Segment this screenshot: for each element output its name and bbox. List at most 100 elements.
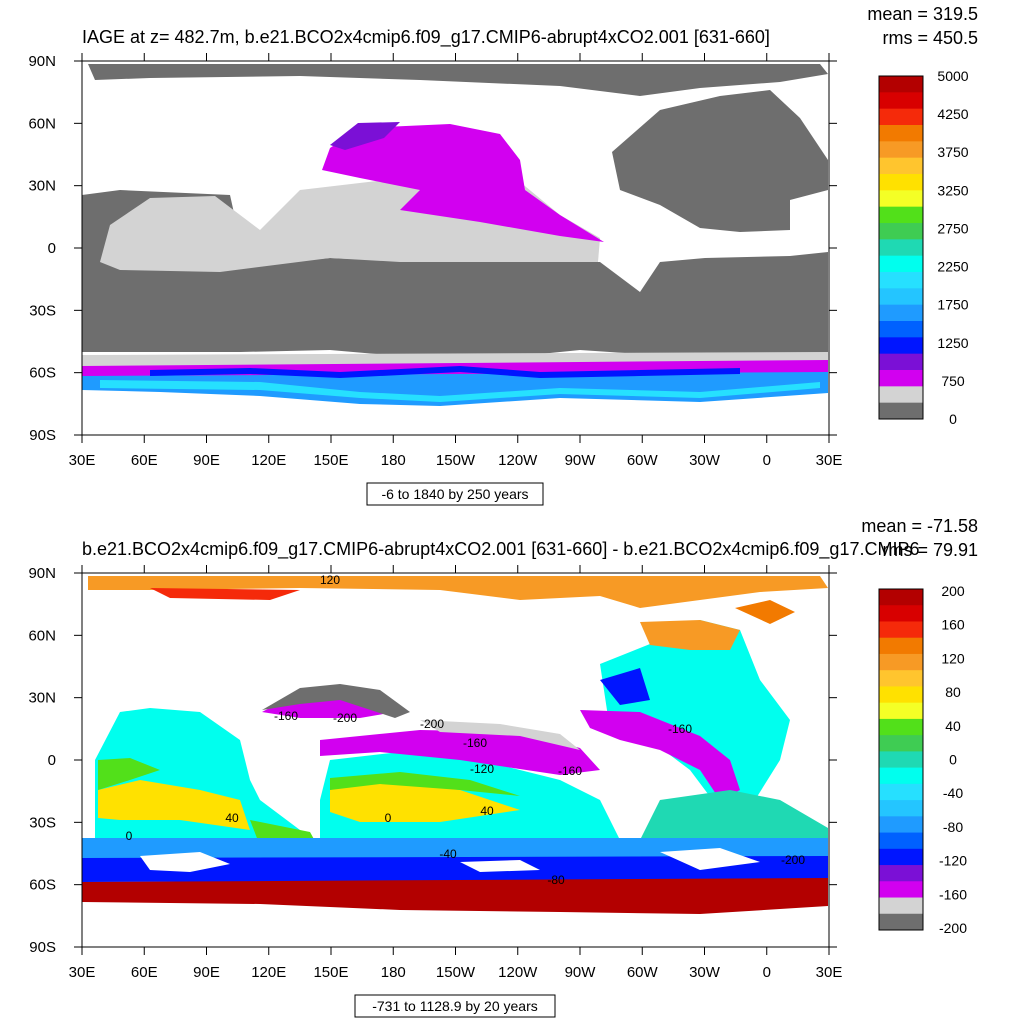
contour-label: -160 (274, 709, 298, 723)
contour-label: -40 (439, 847, 457, 861)
bottom-region-sp-green (330, 772, 520, 796)
x-tick-label: 120W (498, 964, 538, 981)
bottom-region-north-atlantic (600, 620, 790, 810)
colorbar-swatch (879, 337, 923, 355)
bottom-contour-labels: 120 -200 -160 -160 -160 -120 -160 -200 40 0 0 40 -40… (126, 573, 806, 887)
colorbar-label: 0 (949, 752, 957, 768)
x-tick-label: 150W (436, 964, 476, 981)
contour-label: 40 (225, 811, 239, 825)
colorbar-swatch (879, 800, 923, 817)
x-tick-label: 60W (627, 964, 659, 981)
bottom-region-indian (95, 708, 320, 858)
colorbar-swatch (879, 239, 923, 257)
y-tick-label: 60N (28, 627, 56, 644)
y-tick-label: 90N (28, 565, 56, 582)
x-tick-label: 90W (565, 964, 597, 981)
colorbar-swatch (879, 816, 923, 834)
top-colorbar: 5000 4250 3750 3250 2750 2250 1750 1250 750 0 (878, 68, 969, 427)
colorbar-swatch (879, 848, 923, 866)
x-tick-label: 30E (69, 452, 96, 469)
bottom-region-so-white (140, 848, 760, 872)
y-tick-label: 30S (29, 814, 56, 831)
bottom-axis-ticks: 30E 60E 90E 120E 150E 180 150W 120W 90W 60W 30W 0 30… (28, 565, 842, 981)
contour-label: -160 (668, 722, 692, 736)
x-tick-label: 0 (763, 964, 771, 981)
colorbar-label: 3250 (937, 182, 968, 198)
colorbar-swatch (879, 141, 923, 159)
top-region-arctic (88, 64, 828, 96)
top-panel: IAGE at z= 482.7m, b.e21.BCO2x4cmip6.f09… (28, 4, 978, 506)
colorbar-swatch (879, 402, 923, 420)
bottom-contour-info: -731 to 1128.9 by 20 years (372, 998, 538, 1014)
colorbar-swatch (879, 288, 923, 306)
colorbar-label: 160 (941, 617, 965, 633)
colorbar-swatch (879, 174, 923, 191)
x-tick-label: 60E (131, 964, 158, 981)
colorbar-label: 2750 (937, 220, 968, 236)
colorbar-label: -160 (939, 886, 967, 902)
y-tick-label: 60N (28, 115, 56, 132)
colorbar-swatch (879, 783, 923, 801)
y-tick-label: 60S (29, 365, 56, 382)
colorbar-label: 2250 (937, 259, 968, 275)
y-tick-label: 60S (29, 877, 56, 894)
colorbar-swatch (879, 223, 923, 240)
colorbar-swatch (879, 125, 923, 142)
top-info-box (366, 482, 544, 506)
x-tick-label: 120E (251, 964, 286, 981)
x-tick-label: 60W (627, 452, 659, 469)
colorbar-swatch (879, 702, 923, 720)
top-contour-info: -6 to 1840 by 250 years (381, 486, 528, 502)
x-tick-label: 90E (193, 452, 220, 469)
contour-label: 0 (385, 811, 392, 825)
colorbar-frame (878, 588, 924, 931)
contour-label: -200 (333, 711, 357, 725)
colorbar-swatch (879, 76, 923, 93)
colorbar-swatch (879, 321, 923, 338)
y-tick-label: 30N (28, 690, 56, 707)
contour-label: -80 (547, 873, 565, 887)
top-region-south (82, 190, 828, 358)
contour-label: -160 (463, 736, 487, 750)
colorbar-swatch (879, 108, 923, 126)
y-tick-label: 90S (29, 427, 56, 444)
x-tick-label: 120E (251, 452, 286, 469)
x-tick-label: 60E (131, 452, 158, 469)
x-tick-label: 150W (436, 452, 476, 469)
colorbar-label: -40 (943, 785, 963, 801)
bottom-region-sp-yellow (330, 780, 520, 822)
bottom-region-nwa-blue (600, 668, 650, 705)
colorbar-label: 1250 (937, 335, 968, 351)
top-map (82, 61, 829, 435)
x-tick-label: 30E (69, 964, 96, 981)
colorbar-swatch (879, 881, 923, 899)
colorbar-swatch (879, 913, 923, 931)
contour-label: -120 (470, 762, 494, 776)
colorbar-label: 750 (941, 373, 965, 389)
x-tick-label: 30E (816, 452, 843, 469)
colorbar-swatch (879, 92, 923, 110)
bottom-info-box (354, 994, 556, 1018)
contour-label: -200 (781, 853, 805, 867)
colorbar-swatch (879, 589, 923, 606)
colorbar-swatch (879, 735, 923, 752)
top-mean: mean = 319.5 (867, 4, 978, 24)
y-tick-label: 30N (28, 178, 56, 195)
colorbar-swatch (879, 718, 923, 736)
bottom-region-eq-grey (420, 720, 580, 750)
x-tick-label: 30E (816, 964, 843, 981)
bottom-colorbar: 200 160 120 80 40 0 -40 -80 -120 -160 -200 (878, 583, 967, 936)
contour-label: -200 (420, 717, 444, 731)
top-rms: rms = 450.5 (882, 28, 978, 48)
colorbar-swatch (879, 206, 923, 224)
colorbar-label: -80 (943, 819, 963, 835)
x-tick-label: 150E (313, 452, 348, 469)
contour-label: 120 (320, 573, 340, 587)
colorbar-swatch (879, 897, 923, 915)
colorbar-frame (878, 75, 924, 420)
colorbar-swatch (879, 304, 923, 322)
colorbar-label: 5000 (937, 68, 968, 84)
colorbar-swatch (879, 605, 923, 622)
bottom-region-np-dark (262, 684, 410, 718)
colorbar-label: 1750 (937, 297, 968, 313)
